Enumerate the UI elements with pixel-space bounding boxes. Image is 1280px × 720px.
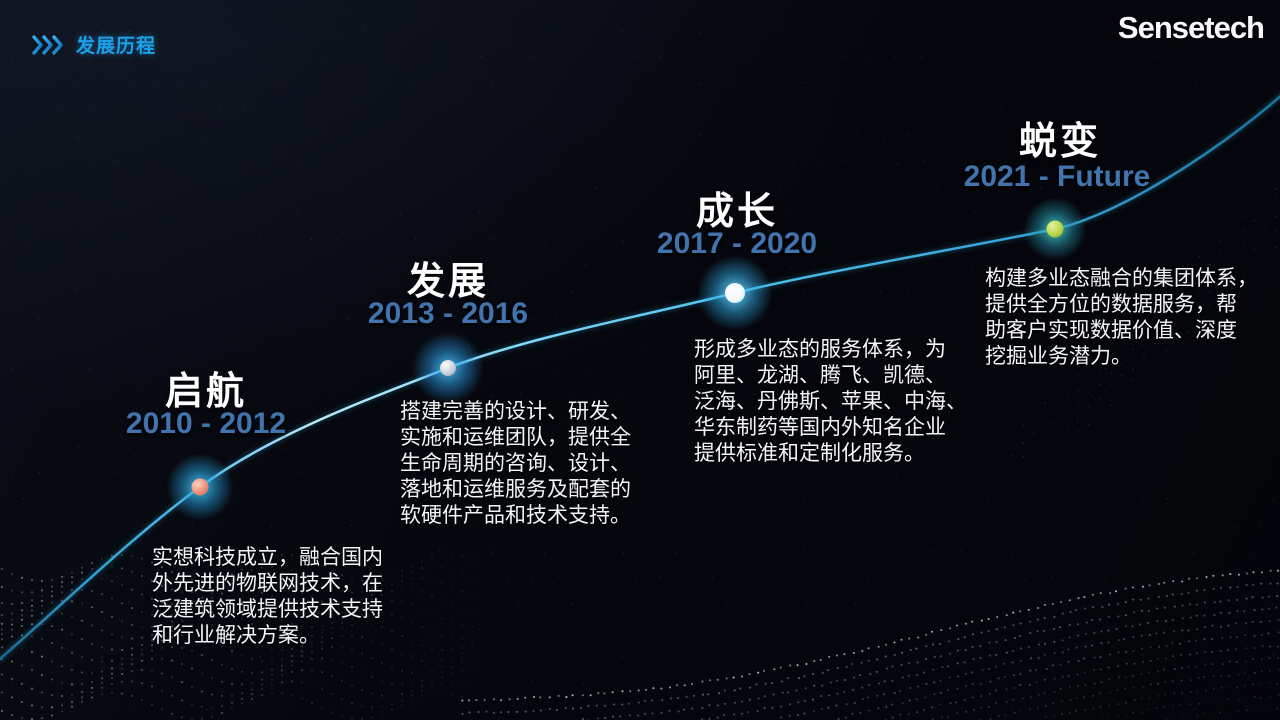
milestone-3-title: 成长 [695,191,779,233]
page-title: 发展历程 [76,36,157,57]
milestone-2-description: 搭建完善的设计、研发、 实施和运维团队，提供全 生命周期的咨询、设计、 落地和运… [400,400,631,528]
milestone-2-years: 2013 - 2016 [367,297,529,330]
milestone-4-description: 构建多业态融合的集团体系， 提供全方位的数据服务，帮 助客户实现数据价值、深度 … [985,267,1258,369]
slide-header: 发展历程 [32,31,156,58]
milestone-4-years: 2021 - Future [963,160,1151,193]
chevrons-right-icon [32,34,63,55]
milestone-2-title: 发展 [406,261,490,303]
milestone-3-years: 2017 - 2020 [656,227,818,260]
dot-core [1046,220,1064,238]
milestone-1-title: 启航 [164,371,248,413]
company-logo: Sensetech [1117,10,1265,45]
milestone-1-years: 2010 - 2012 [125,407,287,440]
dot-core [440,360,456,376]
milestone-4-title: 蜕变 [1018,121,1102,163]
dot-core [725,283,745,303]
milestone-3-description: 形成多业态的服务体系，为 阿里、龙湖、腾飞、凯德、 泛海、丹佛斯、苹果、中海、 … [694,338,967,466]
milestone-1-description: 实想科技成立，融合国内 外先进的物联网技术，在 泛建筑领域提供技术支持 和行业解… [152,546,383,648]
dot-core [191,478,209,496]
